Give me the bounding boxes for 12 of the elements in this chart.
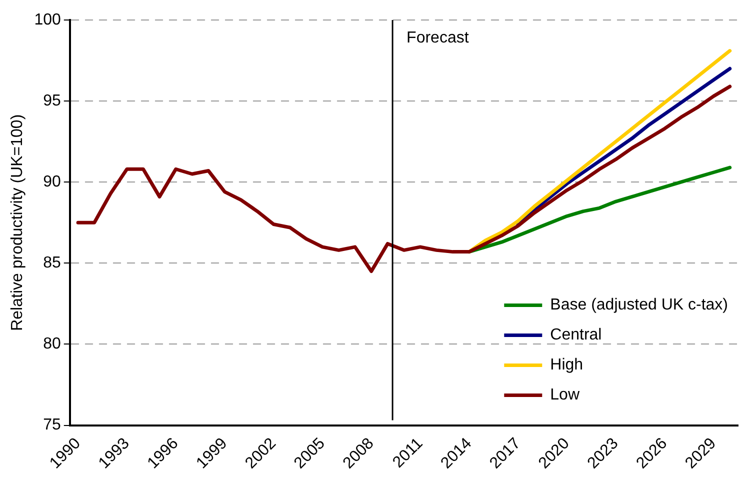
legend-label: Central: [550, 326, 602, 344]
y-tick-label: 95: [43, 92, 61, 110]
legend-label: Low: [550, 386, 580, 404]
y-tick-label: 85: [43, 254, 61, 272]
y-tick-label: 90: [43, 174, 61, 191]
legend-label: Base (adjusted UK c-tax): [550, 296, 728, 314]
y-tick-label: 75: [43, 416, 61, 434]
y-axis-title: Relative productivity (UK=100): [9, 114, 26, 331]
ref-line-label: Forecast: [406, 29, 470, 46]
y-tick-label: 80: [43, 336, 61, 353]
y-tick-label: 100: [34, 11, 61, 28]
legend-label: High: [550, 356, 584, 374]
